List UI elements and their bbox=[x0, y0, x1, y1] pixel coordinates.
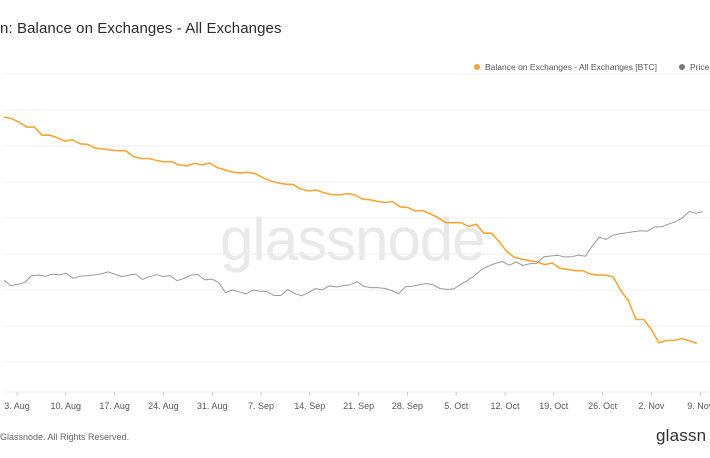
x-tick-label: 21. Sep bbox=[343, 401, 374, 411]
series-price bbox=[3, 211, 704, 297]
x-tick-label: 28. Sep bbox=[392, 401, 423, 411]
x-tick-label: 17. Aug bbox=[99, 401, 130, 411]
series-balance bbox=[3, 116, 698, 345]
x-axis: 3. Aug 10. Aug 17. Aug 24. Aug 31. Aug 7. Sep… bbox=[4, 392, 710, 411]
legend-dot-price bbox=[678, 64, 685, 70]
footer-copyright: Glassnode. All Rights Reserved. bbox=[0, 432, 130, 442]
legend-item-price[interactable]: Price [ bbox=[678, 62, 710, 72]
chart-grid bbox=[4, 73, 710, 393]
chart-legend: Balance on Exchanges - All Exchanges [BT… bbox=[474, 62, 710, 72]
x-tick-label: 10. Aug bbox=[51, 401, 82, 411]
x-tick-label: 2. Nov bbox=[638, 401, 665, 411]
x-tick-label: 9. Nov bbox=[687, 401, 710, 411]
x-tick-label: 19. Oct bbox=[539, 401, 569, 411]
watermark: glassnode bbox=[220, 206, 486, 273]
x-tick-label: 24. Aug bbox=[148, 401, 179, 411]
legend-dot-balance bbox=[474, 64, 480, 70]
x-tick-label: 14. Sep bbox=[294, 401, 325, 411]
chart-title: n: Balance on Exchanges - All Exchanges bbox=[0, 20, 282, 37]
x-tick-label: 3. Aug bbox=[4, 401, 30, 411]
x-tick-label: 26. Oct bbox=[588, 401, 618, 411]
x-tick-label: 5. Oct bbox=[444, 401, 469, 411]
footer-logo: glassn bbox=[656, 426, 707, 445]
price-line bbox=[3, 211, 704, 297]
x-tick-label: 31. Aug bbox=[197, 401, 228, 411]
legend-label-balance: Balance on Exchanges - All Exchanges [BT… bbox=[485, 62, 657, 72]
x-tick-label: 12. Oct bbox=[490, 401, 520, 411]
balance-line bbox=[3, 116, 698, 345]
legend-label-price: Price [ bbox=[689, 62, 710, 72]
legend-item-balance[interactable]: Balance on Exchanges - All Exchanges [BT… bbox=[474, 62, 657, 72]
x-tick-label: 7. Sep bbox=[248, 401, 274, 411]
